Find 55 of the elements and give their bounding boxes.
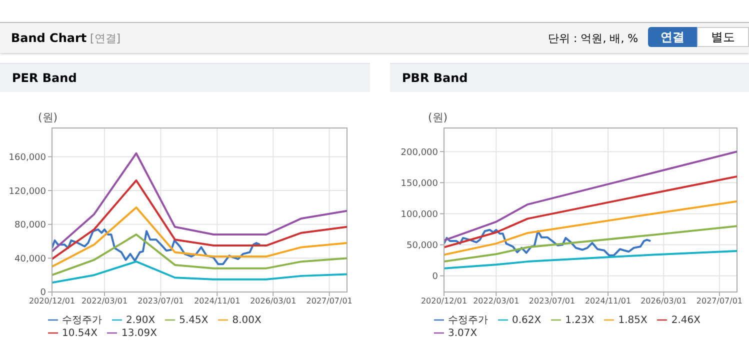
x-tick-label: 2023/07/01 xyxy=(138,296,184,306)
line-series xyxy=(444,200,737,256)
legend-label: 13.09X xyxy=(121,328,157,339)
y-tick-label: 50,000 xyxy=(406,240,438,251)
line-series xyxy=(444,225,737,263)
x-tick-label: 2024/11/01 xyxy=(194,296,240,306)
text: Band Chart xyxy=(11,31,87,45)
y-tick-label: 150,000 xyxy=(400,178,438,189)
line-series xyxy=(52,152,347,252)
line-series xyxy=(444,150,737,242)
line-series xyxy=(52,228,261,266)
legend-label: 2.46X xyxy=(671,315,700,326)
y-tick-label: 80,000 xyxy=(14,220,46,231)
line-series xyxy=(444,250,737,270)
text: [연결] xyxy=(90,31,121,46)
legend-label: 8.00X xyxy=(232,315,262,326)
y-tick-label: 200,000 xyxy=(400,148,438,158)
text: 별도 xyxy=(697,27,749,47)
legend-label: 3.07X xyxy=(448,328,478,339)
x-tick-label: 2024/11/01 xyxy=(584,296,632,306)
text: 연결 xyxy=(648,27,697,47)
line-series xyxy=(52,179,347,260)
line-series xyxy=(444,175,737,248)
legend-label: 10.54X xyxy=(62,328,98,339)
y-tick-label: 0 xyxy=(432,272,438,282)
line-series xyxy=(52,260,347,284)
y-tick-label: 0 xyxy=(40,288,46,298)
chart-title: PER Band xyxy=(0,63,370,92)
x-tick-label: 2026/03/01 xyxy=(640,296,687,306)
text: 단위 : 억원, 배, % xyxy=(548,31,638,46)
y-tick-label: 40,000 xyxy=(14,254,46,264)
y-axis-title: (원) xyxy=(38,110,58,125)
x-tick-label: 2023/07/01 xyxy=(528,296,576,306)
legend-label: 1.85X xyxy=(618,315,648,326)
line-series xyxy=(52,234,347,276)
x-tick-label: 2027/07/01 xyxy=(306,296,352,306)
y-axis-title: (원) xyxy=(428,110,448,125)
x-tick-label: 2027/07/01 xyxy=(696,296,743,306)
x-tick-label: 2026/03/01 xyxy=(250,296,296,306)
legend-label: 5.45X xyxy=(179,315,208,326)
legend-label: 1.23X xyxy=(565,315,594,326)
y-tick-label: 160,000 xyxy=(8,152,46,163)
x-tick-label: 2020/12/01 xyxy=(28,296,76,306)
x-tick-label: 2020/12/01 xyxy=(420,296,468,306)
legend-label: 수정주가 xyxy=(448,315,488,326)
x-tick-label: 2022/03/01 xyxy=(81,296,128,306)
line-series xyxy=(52,206,347,268)
line-series xyxy=(444,228,652,256)
legend-label: 2.90X xyxy=(126,315,156,326)
y-tick-label: 100,000 xyxy=(400,210,438,220)
x-tick-label: 2022/03/01 xyxy=(473,296,520,306)
legend-label: 0.62X xyxy=(512,315,542,326)
y-tick-label: 120,000 xyxy=(8,186,46,197)
legend-label: 수정주가 xyxy=(62,315,102,326)
chart-title: PBR Band xyxy=(390,63,749,92)
